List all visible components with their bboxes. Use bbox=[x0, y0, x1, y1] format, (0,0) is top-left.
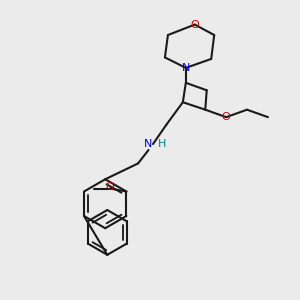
Text: H: H bbox=[158, 139, 166, 149]
Text: O: O bbox=[106, 182, 114, 192]
Text: O: O bbox=[190, 20, 199, 30]
Text: N: N bbox=[144, 139, 153, 149]
Text: O: O bbox=[222, 112, 230, 122]
Text: N: N bbox=[182, 63, 190, 73]
